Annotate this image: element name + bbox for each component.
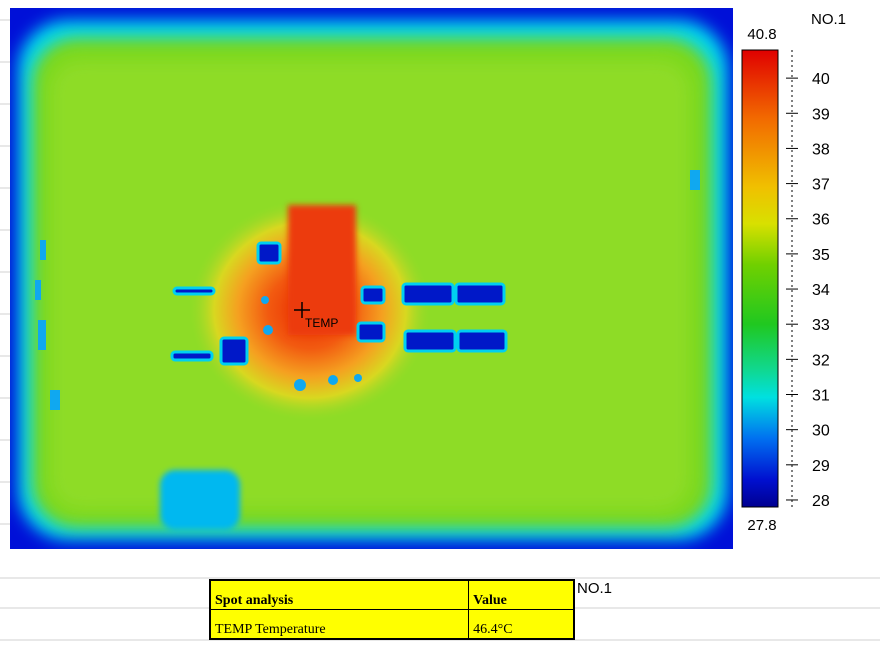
tick-label: 39 — [812, 106, 830, 123]
thermal-image: TEMP — [10, 8, 733, 549]
header-cell: Value — [468, 579, 575, 610]
tick-label: 38 — [812, 141, 830, 158]
colorbar-ticks: 28 29 30 31 32 33 34 35 36 37 38 39 40 — [786, 71, 830, 510]
tick-label: 36 — [812, 212, 830, 229]
table-row: TEMP Temperature 46.4°C — [209, 609, 575, 640]
cell: TEMP Temperature — [209, 609, 470, 640]
tick-label: 29 — [812, 458, 830, 475]
tick-label: 32 — [812, 352, 830, 369]
cell: 46.4°C — [468, 609, 575, 640]
spot-marker — [294, 302, 310, 318]
tick-label: 33 — [812, 317, 830, 334]
spot-table: Spot analysis Value TEMP Temperature 46.… — [209, 579, 575, 640]
tick-label: 30 — [812, 423, 830, 440]
table-label: NO.1 — [577, 580, 613, 597]
header-cell: Spot analysis — [209, 579, 470, 610]
spot-label: TEMP — [305, 316, 338, 330]
tick-label: 34 — [812, 282, 830, 299]
colorbar-max: 40.8 — [747, 26, 776, 43]
tick-label: 35 — [812, 247, 830, 264]
table-header: Spot analysis Value — [209, 579, 575, 610]
tick-label: 31 — [812, 388, 830, 405]
colorbar-label: NO.1 — [811, 11, 846, 28]
tick-label: 37 — [812, 177, 830, 194]
colorbar-min: 27.8 — [747, 517, 776, 534]
tick-label: 28 — [812, 493, 830, 510]
tick-label: 40 — [812, 71, 830, 88]
colorbar — [741, 49, 779, 508]
